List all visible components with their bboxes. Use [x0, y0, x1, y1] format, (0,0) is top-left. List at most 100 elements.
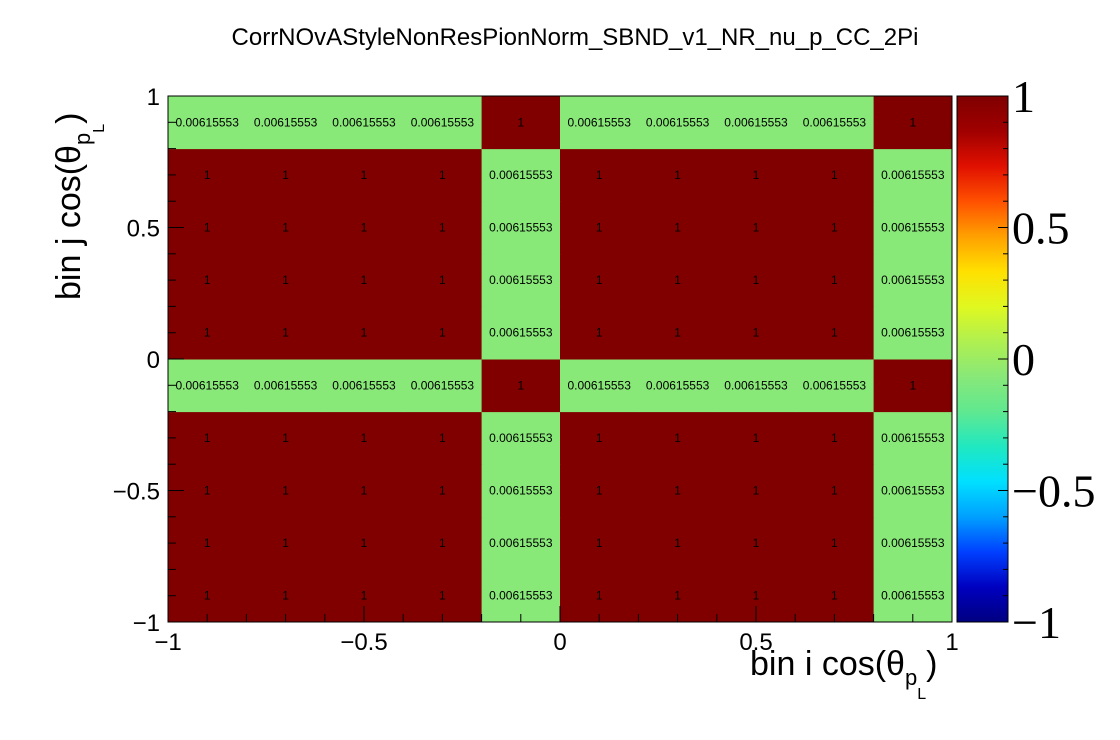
- y-tick-label: −1: [133, 610, 160, 637]
- cell-value-label: 1: [361, 168, 368, 182]
- cell-value-label: 1: [674, 326, 681, 340]
- heatmap-cell: [168, 96, 247, 150]
- heatmap-cell: [795, 411, 875, 465]
- cell-value-label: 1: [361, 326, 368, 340]
- heatmap-cell: [481, 569, 561, 623]
- heatmap-cell: [481, 464, 561, 518]
- heatmap-cell: [795, 148, 875, 202]
- cell-value-label: 0.00615553: [646, 378, 710, 392]
- palette-tick-label: 0: [1012, 334, 1035, 385]
- cell-value-label: 1: [831, 431, 838, 445]
- heatmap-cell: [873, 516, 953, 570]
- cell-value-label: 1: [674, 589, 681, 603]
- cell-value-label: 1: [439, 589, 446, 603]
- heatmap-cell: [246, 253, 326, 307]
- heatmap-cell: [324, 516, 404, 570]
- heatmap-cell: [324, 253, 404, 307]
- cell-value-label: 1: [831, 484, 838, 498]
- heatmap-cell: [324, 148, 404, 202]
- cell-value-label: 1: [439, 168, 446, 182]
- heatmap-cell: [403, 569, 483, 623]
- cell-value-label: 1: [831, 326, 838, 340]
- x-axis-label: bin i cos(θpL): [750, 645, 937, 703]
- heatmap-cell-labels: 1 1 1 1 0.00615553 1 1 1 1 0.00615553 1 1 1 1 0.006155…: [175, 115, 944, 602]
- heatmap-cell: [403, 253, 483, 307]
- cell-value-label: 1: [282, 168, 289, 182]
- cell-value-label: 1: [674, 536, 681, 550]
- heatmap-cell: [873, 569, 953, 623]
- cell-value-label: 1: [753, 168, 760, 182]
- heatmap-cell: [795, 306, 875, 360]
- cell-value-label: 1: [517, 115, 524, 129]
- cell-value-label: 1: [204, 326, 211, 340]
- heatmap-cell: [873, 306, 953, 360]
- cell-value-label: 1: [909, 378, 916, 392]
- heatmap-cell: [795, 96, 875, 150]
- heatmap-cell: [403, 516, 483, 570]
- cell-value-label: 0.00615553: [881, 484, 945, 498]
- y-tick-label: 0.5: [127, 216, 160, 243]
- cell-value-label: 0.00615553: [489, 431, 553, 445]
- cell-value-label: 0.00615553: [881, 589, 945, 603]
- cell-value-label: 1: [282, 326, 289, 340]
- cell-value-label: 1: [674, 273, 681, 287]
- cell-value-label: 1: [753, 589, 760, 603]
- cell-value-label: 0.00615553: [803, 378, 867, 392]
- heatmap-cell: [560, 148, 639, 202]
- heatmap-cell: [716, 148, 796, 202]
- heatmap-cell: [716, 201, 796, 255]
- heatmap-cell: [873, 148, 953, 202]
- heatmap-cell: [481, 411, 561, 465]
- cell-value-label: 0.00615553: [411, 378, 475, 392]
- heatmap-cell: [481, 96, 561, 150]
- cell-value-label: 1: [204, 589, 211, 603]
- heatmap-cell: [560, 411, 639, 465]
- heatmap-cell: [168, 253, 247, 307]
- cell-value-label: 1: [439, 431, 446, 445]
- x-tick-label: −0.5: [340, 629, 387, 656]
- heatmap-cell: [403, 359, 483, 413]
- heatmap-cell: [403, 464, 483, 518]
- cell-value-label: 1: [596, 168, 603, 182]
- cell-value-label: 0.00615553: [881, 431, 945, 445]
- y-tick-label: −0.5: [113, 479, 160, 506]
- cell-value-label: 1: [439, 326, 446, 340]
- cell-value-label: 1: [204, 536, 211, 550]
- heatmap-cell: [481, 253, 561, 307]
- heatmap-cell: [168, 569, 247, 623]
- cell-value-label: 1: [753, 221, 760, 235]
- heatmap-cell: [638, 306, 718, 360]
- cell-value-label: 1: [753, 536, 760, 550]
- cell-value-label: 1: [596, 484, 603, 498]
- heatmap-cell: [246, 96, 326, 150]
- cell-value-label: 1: [439, 273, 446, 287]
- heatmap-cell: [560, 359, 639, 413]
- heatmap-cell: [716, 516, 796, 570]
- heatmap-cell: [481, 148, 561, 202]
- cell-value-label: 1: [674, 484, 681, 498]
- cell-value-label: 0.00615553: [646, 115, 710, 129]
- heatmap-cell: [716, 96, 796, 150]
- cell-value-label: 1: [674, 168, 681, 182]
- heatmap-cell: [795, 201, 875, 255]
- cell-value-label: 1: [361, 431, 368, 445]
- cell-value-label: 1: [282, 431, 289, 445]
- heatmap-cell: [481, 306, 561, 360]
- heatmap-cell: [246, 569, 326, 623]
- heatmap-cell: [795, 253, 875, 307]
- heatmap-cell: [638, 201, 718, 255]
- cell-value-label: 1: [282, 484, 289, 498]
- cell-value-label: 0.00615553: [803, 115, 867, 129]
- heatmap-cell: [638, 148, 718, 202]
- cell-value-label: 0.00615553: [881, 326, 945, 340]
- cell-value-label: 0.00615553: [567, 115, 631, 129]
- y-axis-label: bin j cos(θpL): [50, 113, 108, 300]
- heatmap-cell: [324, 306, 404, 360]
- cell-value-label: 1: [831, 536, 838, 550]
- cell-value-label: 0.00615553: [254, 115, 318, 129]
- cell-value-label: 0.00615553: [175, 115, 239, 129]
- cell-value-label: 0.00615553: [881, 273, 945, 287]
- heatmap-cell: [560, 464, 639, 518]
- heatmap-cell: [638, 516, 718, 570]
